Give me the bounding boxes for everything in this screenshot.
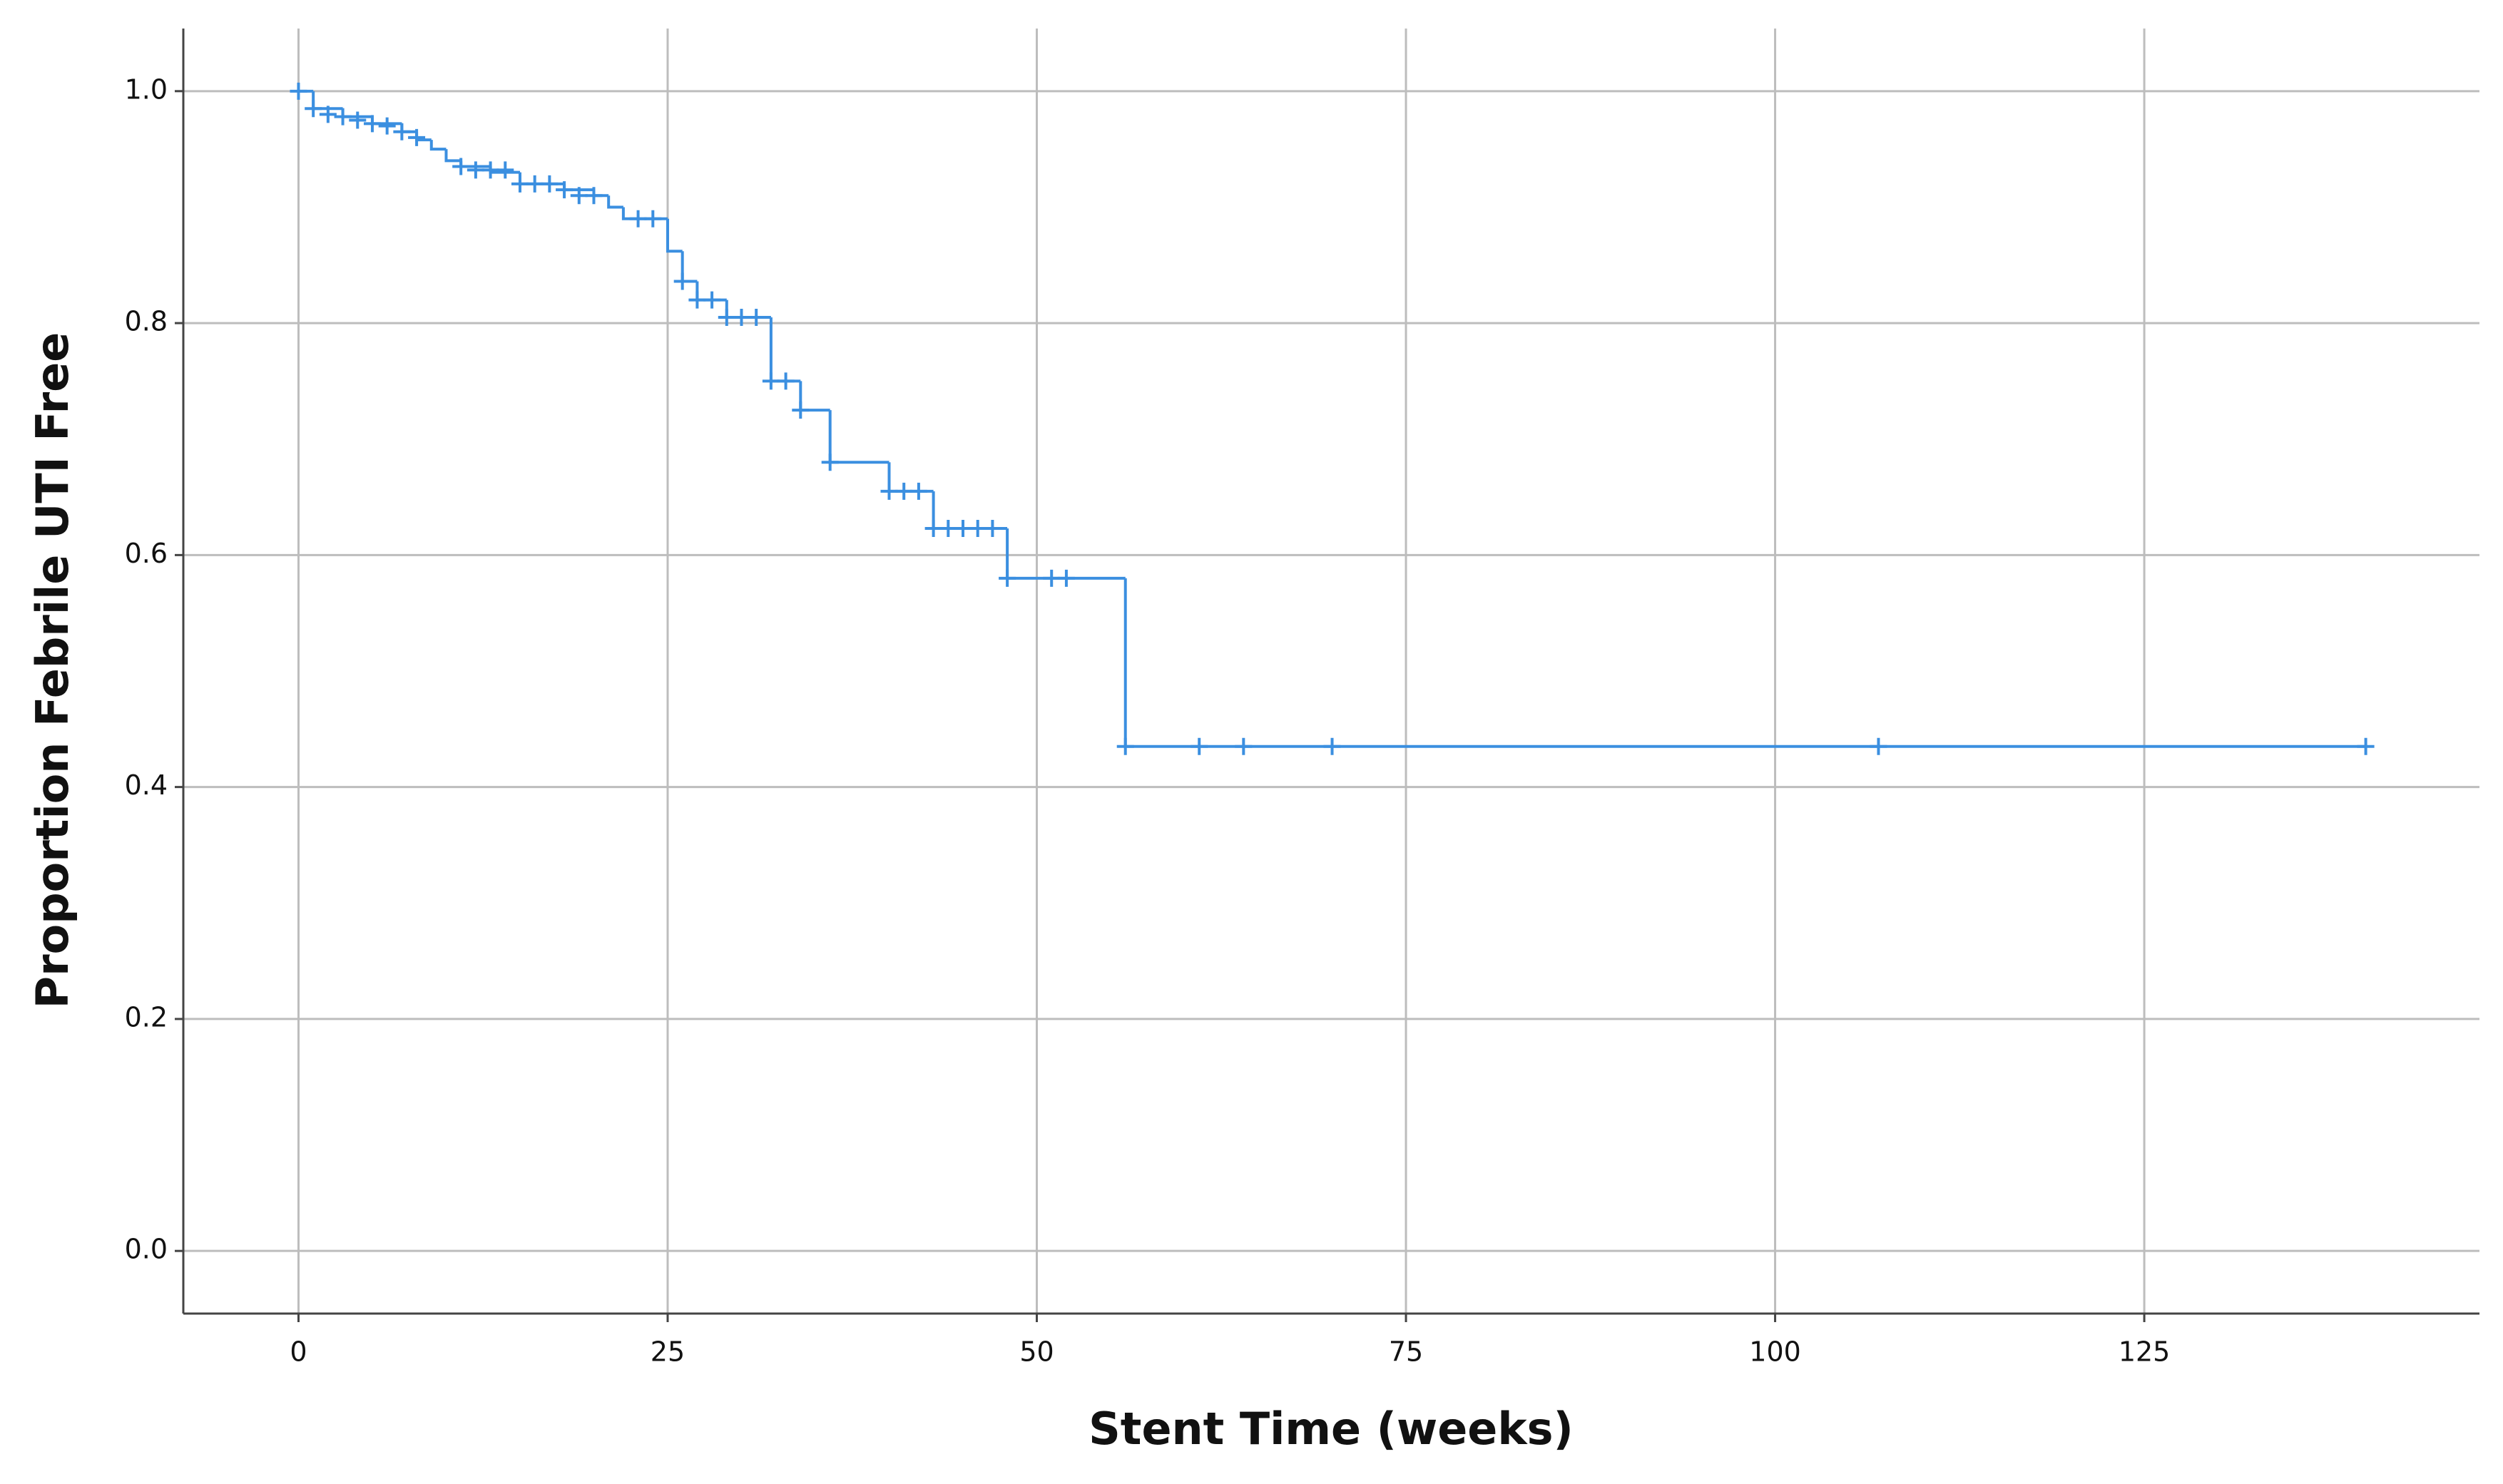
x-tick-label: 25 <box>651 1336 685 1368</box>
x-axis-title: Stent Time (weeks) <box>1089 1403 1574 1455</box>
censor-mark <box>585 187 603 205</box>
survival-step <box>799 381 830 412</box>
censor-mark <box>821 454 839 471</box>
censor-mark <box>408 128 426 146</box>
censor-mark <box>1043 569 1061 587</box>
censor-mark <box>1323 737 1341 755</box>
survival-step <box>666 218 683 253</box>
censor-mark <box>349 111 367 129</box>
censor-mark <box>393 123 411 140</box>
censor-mark <box>748 308 765 326</box>
censor-mark <box>909 482 927 500</box>
x-tick-label: 0 <box>290 1336 307 1368</box>
censor-mark <box>378 117 396 135</box>
censor-mark <box>718 308 735 326</box>
y-tick-label: 1.0 <box>125 73 168 105</box>
censor-mark <box>556 181 574 199</box>
censor-mark <box>777 372 795 390</box>
censor-mark <box>305 100 322 118</box>
x-tick-label: 125 <box>2119 1336 2171 1368</box>
censor-mark <box>1870 737 1887 755</box>
censor-mark <box>319 106 337 123</box>
censor-mark <box>733 308 750 326</box>
censor-mark <box>467 161 484 179</box>
survival-step <box>887 462 934 493</box>
censor-mark <box>496 161 514 179</box>
y-tick-label: 0.6 <box>125 538 168 569</box>
censor-mark <box>363 115 381 133</box>
censor-mark <box>644 210 662 227</box>
censor-mark <box>673 272 691 290</box>
survival-step <box>429 140 447 151</box>
censor-mark <box>526 175 544 193</box>
censor-mark <box>481 161 499 179</box>
survival-step <box>769 317 801 383</box>
censor-mark <box>629 210 647 227</box>
survival-step <box>607 195 623 209</box>
censor-mark <box>1057 569 1075 587</box>
y-tick-label: 0.4 <box>125 769 168 801</box>
censor-mark <box>792 401 810 419</box>
y-tick-label: 0.2 <box>125 1001 168 1033</box>
survival-step <box>725 300 771 319</box>
x-tick-label: 100 <box>1749 1336 1801 1368</box>
y-tick-label: 0.0 <box>125 1234 168 1265</box>
censor-mark <box>1235 737 1253 755</box>
survival-step <box>518 172 565 185</box>
censor-mark <box>880 482 898 500</box>
censor-mark <box>511 175 529 193</box>
censor-mark <box>999 569 1016 587</box>
survival-step <box>444 149 462 163</box>
censor-mark <box>541 175 559 193</box>
survival-step <box>1123 578 2366 748</box>
survival-step <box>680 251 698 283</box>
censor-mark <box>334 108 352 126</box>
survival-step <box>932 491 1008 530</box>
censor-mark <box>924 519 942 537</box>
censor-mark <box>984 519 1001 537</box>
censor-mark <box>452 158 470 175</box>
x-tick-label: 50 <box>1019 1336 1054 1368</box>
censor-mark <box>688 291 706 309</box>
censor-mark <box>939 519 957 537</box>
censor-mark <box>1191 737 1208 755</box>
censor-mark <box>290 82 307 100</box>
censor-mark <box>895 482 913 500</box>
survival-step <box>828 410 889 464</box>
censor-mark <box>2357 737 2375 755</box>
censor-mark <box>1116 737 1134 755</box>
y-axis-title: Proportion Febrile UTI Free <box>26 332 78 1009</box>
censor-mark <box>703 291 721 309</box>
censor-mark <box>762 372 780 390</box>
x-tick-label: 75 <box>1389 1336 1423 1368</box>
y-tick-label: 0.8 <box>125 306 168 337</box>
censor-mark <box>954 519 972 537</box>
survival-step <box>621 207 668 220</box>
censor-mark <box>969 519 987 537</box>
censor-mark <box>570 187 588 205</box>
